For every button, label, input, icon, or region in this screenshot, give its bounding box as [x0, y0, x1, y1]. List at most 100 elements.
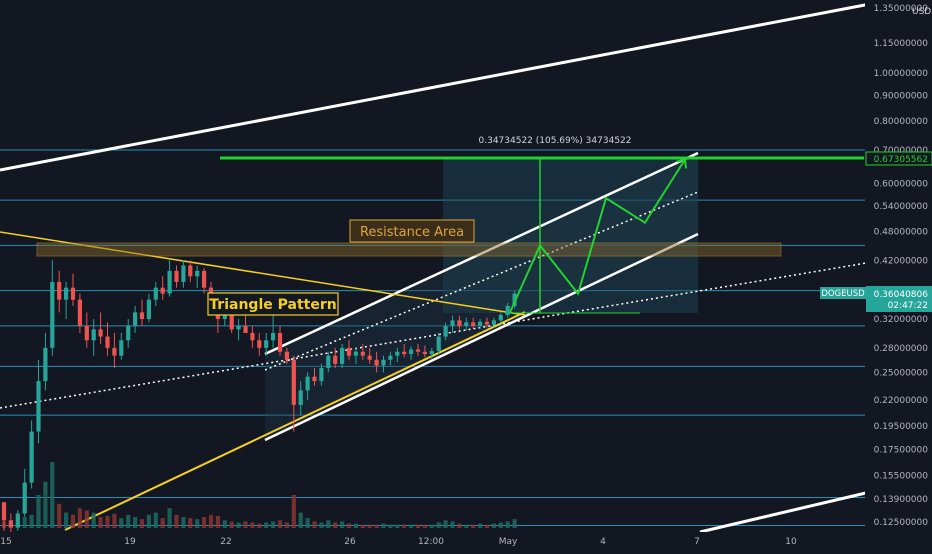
candle-body-46 [319, 368, 324, 382]
candle-body-62 [429, 350, 434, 355]
price-axis: 1.35000000 1.15000000 1.00000000 0.90000000… [865, 0, 932, 532]
candle-body-49 [340, 347, 345, 364]
channel-lower-line [264, 232, 699, 442]
volume-bar-34 [236, 522, 241, 528]
volume-bar-7 [50, 462, 55, 528]
volume-bar-35 [243, 521, 248, 528]
volume-bar-53 [367, 524, 372, 528]
price-tick-4: 0.80000000 [874, 117, 929, 127]
volume-bar-32 [222, 520, 227, 528]
candle-body-58 [402, 351, 407, 355]
candle-body-70 [484, 321, 490, 325]
volume-bar-65 [450, 521, 455, 528]
projection-polyline [509, 158, 686, 313]
volume-bar-23 [160, 518, 165, 528]
candle-body-50 [346, 347, 352, 356]
channel-upper-line [264, 151, 699, 356]
volume-bar-39 [271, 521, 276, 528]
candle-body-28 [195, 270, 200, 277]
volume-bars [1, 462, 517, 528]
channel-fill [265, 153, 698, 440]
candle-body-6 [43, 347, 48, 382]
long-term-resistance-line [0, 2, 871, 172]
candle-body-24 [167, 270, 172, 294]
candle-body-22 [153, 287, 158, 300]
candle-body-36 [250, 332, 255, 341]
candle-body-33 [229, 312, 234, 330]
volume-bar-9 [64, 512, 69, 528]
volume-bar-43 [298, 512, 303, 528]
volume-bar-13 [91, 512, 96, 528]
price-tick-2: 1.00000000 [874, 69, 929, 79]
candle-body-59 [409, 349, 414, 355]
volume-bar-68 [471, 524, 476, 528]
volume-bar-64 [443, 520, 448, 528]
volume-bar-69 [478, 523, 483, 528]
volume-bar-55 [381, 523, 386, 528]
volume-bar-73 [505, 521, 510, 528]
volume-bar-10 [70, 514, 76, 528]
candle-body-44 [305, 376, 310, 391]
candle-body-66 [457, 320, 462, 326]
symbol-price-tag: DOGEUSD 0.36040806 02:47:22 [820, 286, 932, 312]
candle-body-26 [181, 265, 186, 282]
volume-bar-47 [326, 520, 331, 528]
resistance-area-label-box [349, 219, 475, 243]
candle-body-0 [1, 502, 7, 521]
volume-bar-61 [422, 524, 427, 528]
volume-bar-71 [491, 523, 496, 528]
volume-bar-38 [264, 522, 269, 528]
price-tick-18: 0.12500000 [874, 518, 929, 528]
triangle-descending-line [0, 231, 526, 316]
price-tick-1: 1.15000000 [874, 39, 929, 49]
resistance-area-label: Resistance Area [360, 225, 464, 240]
candle-body-60 [415, 349, 421, 352]
time-tick-3: 26 [344, 537, 356, 547]
time-tick-8: 10 [785, 537, 797, 547]
volume-bar-4 [29, 514, 34, 528]
current-price-text: 0.36040806 [874, 290, 929, 300]
price-axis-bg [865, 0, 932, 532]
candle-body-64 [443, 325, 448, 337]
volume-bar-12 [84, 510, 89, 528]
time-tick-2: 22 [220, 537, 231, 547]
time-tick-1: 19 [124, 537, 136, 547]
volume-bar-44 [305, 518, 310, 528]
candle-body-21 [146, 299, 151, 320]
price-tick-3: 0.90000000 [874, 92, 929, 102]
projection-arrowhead [676, 158, 687, 169]
candle-body-45 [312, 376, 317, 382]
candle-body-18 [126, 325, 131, 341]
measure-box [443, 158, 698, 313]
candle-body-61 [422, 351, 427, 355]
volume-bar-18 [126, 514, 131, 528]
candle-body-68 [471, 322, 476, 326]
time-tick-5: May [499, 537, 518, 547]
time-tick-0: 15 [0, 537, 11, 547]
volume-bar-56 [388, 524, 393, 528]
candle-body-73 [505, 305, 510, 316]
measure-label: 0.34734522 (105.69%) 34734522 [479, 136, 632, 146]
candle-body-10 [70, 287, 76, 300]
candle-body-55 [381, 359, 386, 366]
current-price-box [866, 286, 932, 312]
volume-bar-48 [333, 522, 338, 528]
candle-body-51 [353, 351, 358, 356]
volume-bar-14 [98, 517, 103, 528]
candle-body-17 [119, 340, 124, 356]
candle-body-40 [277, 332, 283, 352]
volume-bar-30 [208, 514, 214, 528]
candle-body-48 [333, 355, 338, 364]
volume-bar-22 [153, 512, 158, 528]
resistance-area-annotation: Resistance Area [349, 219, 475, 243]
price-tick-7: 0.54000000 [874, 202, 929, 212]
triangle-pattern-annotation: Triangle Pattern [207, 292, 339, 316]
candle-body-1 [8, 520, 13, 528]
target-price-tag-box [865, 151, 932, 166]
volume-bar-54 [374, 524, 379, 528]
candle-body-25 [174, 270, 179, 282]
currency-label: USD [912, 7, 931, 17]
candle-body-13 [91, 329, 96, 341]
volume-bar-11 [77, 508, 82, 528]
